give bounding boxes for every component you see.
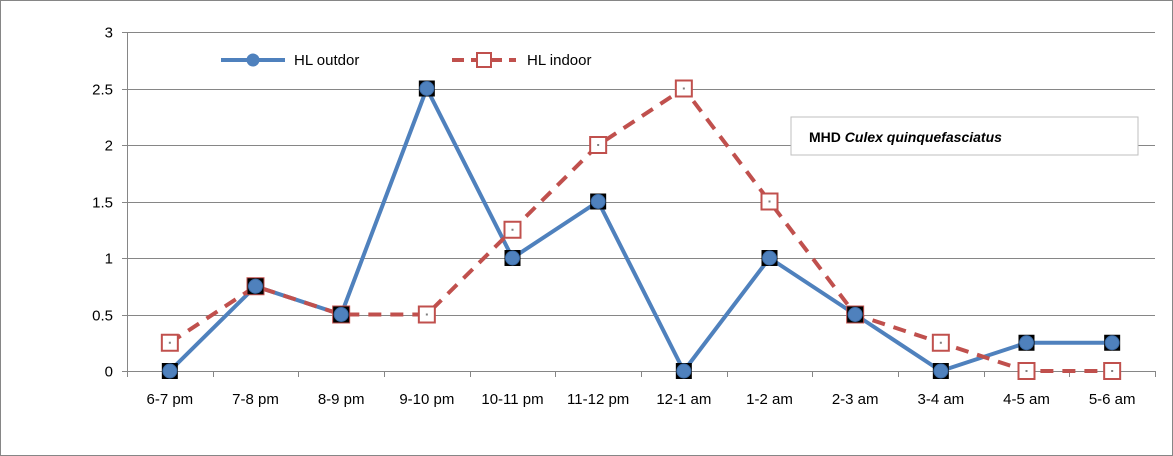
annotation-species: Culex quinquefasciatus <box>845 129 1002 145</box>
gridlines <box>127 32 1155 316</box>
point-hl-outdor-9-10-pm <box>419 81 435 96</box>
annotation-prefix: MHD <box>809 129 845 145</box>
point-hl-outdor-1-2-am <box>762 250 777 266</box>
x-tick-label-12-1-am: 12-1 am <box>656 391 711 408</box>
x-tick-label-6-7-pm: 6-7 pm <box>146 391 193 408</box>
point-dot-hl-indoor-11-12-pm <box>597 144 600 146</box>
x-tick-label-7-8-pm: 7-8 pm <box>232 391 279 408</box>
legend-marker-hl-outdor <box>246 53 260 67</box>
x-tick-label-4-5-am: 4-5 am <box>1003 391 1050 408</box>
point-dot-hl-indoor-4-5-am <box>1025 370 1028 372</box>
point-hl-outdor-8-9-pm <box>333 307 349 322</box>
legend-label-hl-indoor: HL indoor <box>527 52 591 69</box>
point-hl-outdor-10-11-pm <box>505 250 520 266</box>
y-tick-label: 1.5 <box>92 195 113 212</box>
annotation-box: MHD Culex quinquefasciatus <box>790 116 1139 156</box>
point-dot-hl-indoor-12-1-am <box>682 87 685 90</box>
legend: HL outdor HL indoor <box>221 52 591 69</box>
x-axis-tick-labels: 6-7 pm 7-8 pm 8-9 pm 9-10 pm 10-11 pm 11-12 p… <box>146 391 1135 408</box>
series-lines <box>167 86 1115 373</box>
y-tick-label: 0.5 <box>92 308 113 325</box>
annotation-frame <box>790 116 1139 156</box>
point-hl-outdor-3-4-am <box>933 363 949 379</box>
y-tick-label: 1 <box>105 251 113 268</box>
y-tick-label: 2 <box>105 138 113 155</box>
x-tick-label-8-9-pm: 8-9 pm <box>318 391 365 408</box>
point-dot-hl-indoor-1-2-am <box>768 200 771 203</box>
point-hl-outdor-12-1-am <box>676 363 692 379</box>
y-tick-label: 0 <box>105 364 113 381</box>
x-tick-label-10-11-pm: 10-11 pm <box>481 391 543 408</box>
legend-marker-hl-indoor <box>476 52 492 68</box>
point-hl-outdor-11-12-pm <box>590 194 606 209</box>
point-hl-outdor-6-7-pm <box>162 363 178 379</box>
point-dot-hl-indoor-3-4-am <box>939 341 942 344</box>
x-tick-label-11-12-pm: 11-12 pm <box>567 391 629 408</box>
legend-label-hl-outdor: HL outdor <box>294 52 359 69</box>
series-markers <box>160 79 1122 380</box>
point-dot-hl-indoor-9-10-pm <box>425 313 428 316</box>
x-tick-label-2-3-am: 2-3 am <box>832 391 879 408</box>
x-tick-label-5-6-am: 5-6 am <box>1089 391 1136 408</box>
point-dot-hl-indoor-5-6-am <box>1111 370 1114 372</box>
y-tick-label: 2.5 <box>92 82 113 99</box>
x-tick-label-1-2-am: 1-2 am <box>746 391 793 408</box>
point-dot-hl-indoor-10-11-pm <box>511 228 514 231</box>
x-tick-label-9-10-pm: 9-10 pm <box>399 391 454 408</box>
series-line-hl-indoor <box>168 86 1113 373</box>
point-hl-outdor-2-3-am <box>847 307 863 322</box>
y-axis-tick-labels: 0 0.5 1 1.5 2 2.5 3 <box>92 25 113 381</box>
annotation-text: MHD Culex quinquefasciatus <box>809 129 1002 145</box>
point-hl-outdor-7-8-pm <box>248 278 263 294</box>
point-hl-outdor-5-6-am <box>1104 335 1120 351</box>
axes <box>122 32 1156 377</box>
x-tick-label-3-4-am: 3-4 am <box>917 391 964 408</box>
point-hl-outdor-4-5-am <box>1019 335 1034 351</box>
y-tick-label: 3 <box>105 25 113 42</box>
point-dot-hl-indoor-6-7-pm <box>168 341 171 344</box>
